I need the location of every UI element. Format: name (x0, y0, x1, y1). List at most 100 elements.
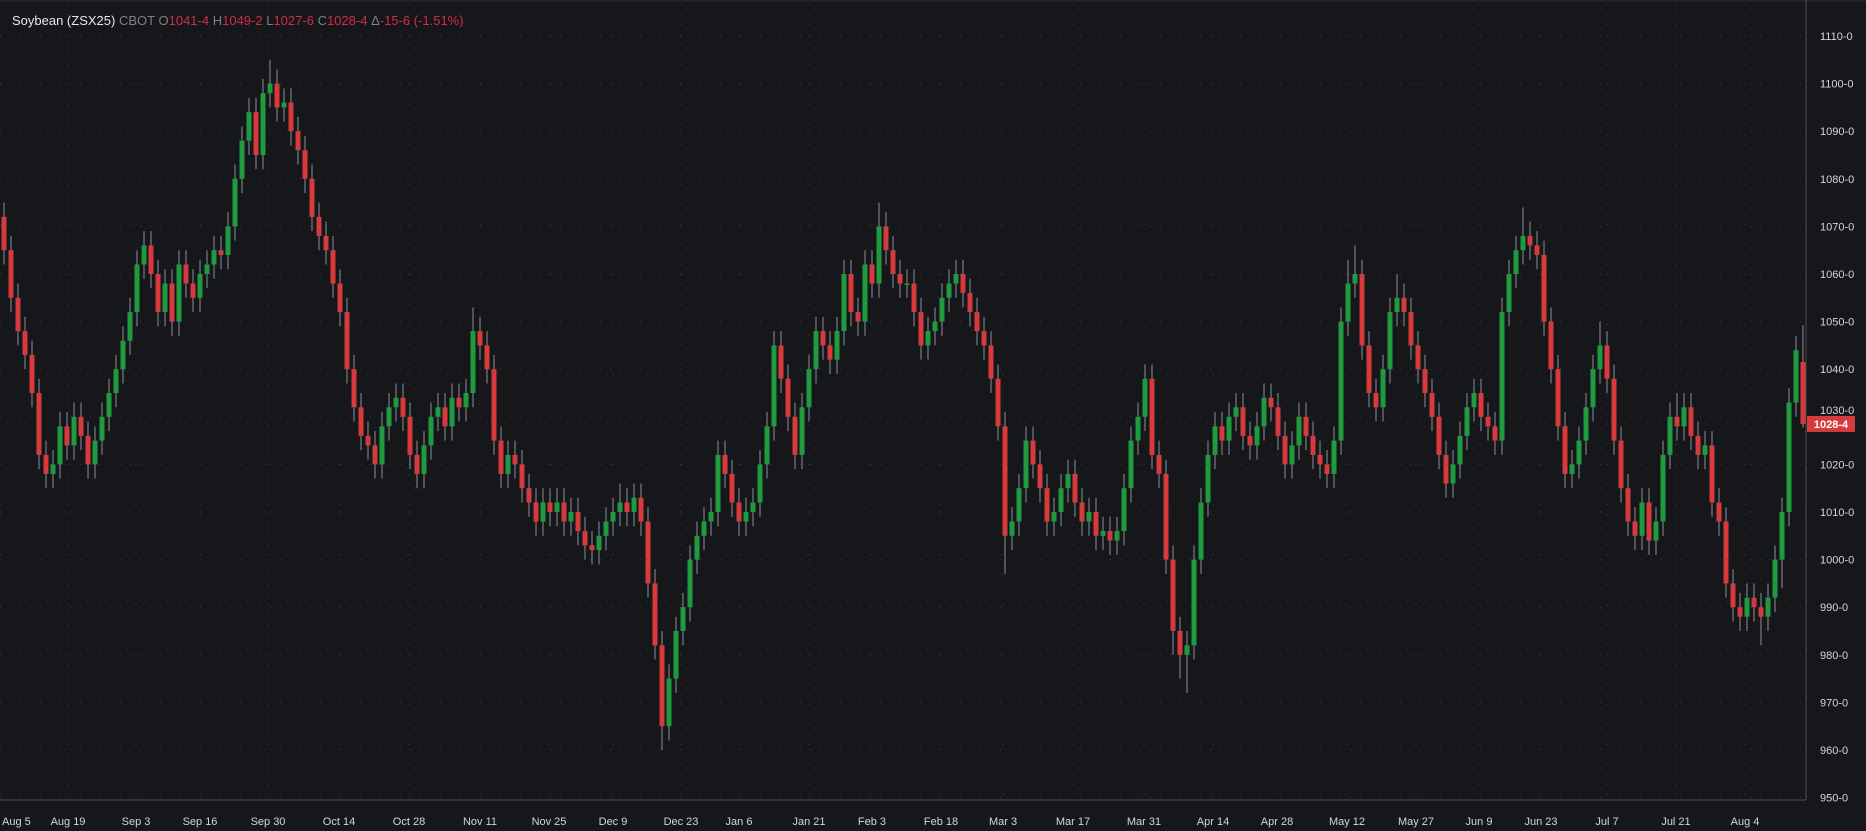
candle (1044, 473, 1050, 536)
candle (1716, 488, 1722, 536)
last-price-box (1807, 415, 1855, 432)
candle (491, 354, 497, 455)
candle-body (218, 250, 224, 255)
x-tick-label: Jun 9 (1466, 816, 1493, 828)
x-tick-label: Oct 28 (393, 816, 425, 828)
candle (1744, 583, 1750, 631)
candle-body (71, 416, 77, 446)
candle-body (1023, 440, 1029, 489)
candle (1135, 402, 1141, 455)
candle-body (1093, 512, 1099, 536)
candle-body (155, 274, 161, 313)
candle-body (498, 440, 504, 474)
candle (1205, 440, 1211, 517)
candle (785, 364, 791, 432)
candle (379, 412, 385, 479)
candle (841, 259, 847, 346)
candle (610, 497, 616, 536)
candle-body (211, 250, 217, 265)
candle (1639, 488, 1645, 551)
candle (1128, 426, 1134, 503)
candle (57, 412, 63, 479)
candle-body (708, 512, 714, 522)
change-label: Δ (371, 13, 380, 28)
candle-body (1730, 583, 1736, 608)
candle-body (785, 378, 791, 417)
candle-body (295, 131, 301, 151)
candle-body (820, 331, 826, 346)
candle (799, 393, 805, 470)
candle-body (141, 245, 147, 265)
candle-body (449, 397, 455, 427)
candle (946, 269, 952, 313)
candle-body (435, 407, 441, 417)
y-tick-label: 1070-0 (1820, 221, 1854, 233)
symbol-name: Soybean (ZSX25) (12, 13, 116, 28)
candle-body (519, 464, 525, 489)
candle (1079, 488, 1085, 536)
candle-body (701, 521, 707, 536)
candle (134, 250, 140, 327)
candle (1576, 426, 1582, 479)
candle-body (1177, 631, 1183, 655)
candle-body (246, 112, 252, 141)
candle (456, 383, 462, 422)
candle-body (960, 274, 966, 294)
candle (1709, 431, 1715, 517)
x-tick-label: Jun 23 (1524, 816, 1557, 828)
candle (1247, 421, 1253, 460)
y-tick-label: 960-0 (1820, 745, 1848, 757)
candle (652, 569, 658, 660)
candle-body (78, 416, 84, 436)
candle-body (1436, 416, 1442, 455)
candle (575, 497, 581, 546)
candle (1226, 402, 1232, 455)
candle (1513, 235, 1519, 289)
candles (1, 59, 1806, 750)
time-axis[interactable]: Aug 5 Aug 19 Sep 3 Sep 16 Sep 30 Oct 14 Oct 28… (2, 816, 1759, 828)
candle (1723, 507, 1729, 598)
candle (771, 331, 777, 441)
candle-body (568, 512, 574, 522)
candle-body (1429, 393, 1435, 417)
candle-body (1695, 435, 1701, 455)
y-tick-label: 1080-0 (1820, 174, 1854, 186)
candle-body (1359, 274, 1365, 346)
candle-body (1107, 531, 1113, 541)
candle-body (1226, 416, 1232, 441)
candle-body (1401, 297, 1407, 313)
candle (519, 450, 525, 503)
candle (1002, 412, 1008, 574)
candle-body (1128, 440, 1134, 489)
candle-body (1079, 502, 1085, 522)
candle (15, 283, 21, 346)
candle (596, 521, 602, 565)
candle-body (1562, 426, 1568, 474)
candle (1653, 507, 1659, 555)
y-tick-label: 1020-0 (1820, 459, 1854, 471)
candle-body (1674, 416, 1680, 427)
price-axis[interactable]: 950-0 960-0 970-0 980-0 990-0 1000-0 1010-0 102… (1820, 31, 1854, 805)
x-tick-label: May 12 (1329, 816, 1365, 828)
x-tick-label: Mar 31 (1127, 816, 1161, 828)
candle-body (1772, 559, 1778, 598)
candle-body (652, 583, 658, 646)
candle-body (645, 521, 651, 584)
candle-body (1191, 559, 1197, 646)
candle (1065, 459, 1071, 503)
candle-body (1345, 283, 1351, 322)
open-value: 1041-4 (168, 13, 210, 28)
candle-body (1275, 407, 1281, 436)
candle (477, 316, 483, 360)
candle (169, 269, 175, 336)
candle (1086, 497, 1092, 536)
candle-body (36, 393, 42, 455)
candle (1121, 473, 1127, 546)
candle-body (1065, 473, 1071, 489)
candle-body (190, 283, 196, 298)
candle-body (1415, 345, 1421, 370)
candle (1590, 354, 1596, 422)
close-value: 1028-4 (326, 13, 368, 28)
candle-body (540, 502, 546, 522)
